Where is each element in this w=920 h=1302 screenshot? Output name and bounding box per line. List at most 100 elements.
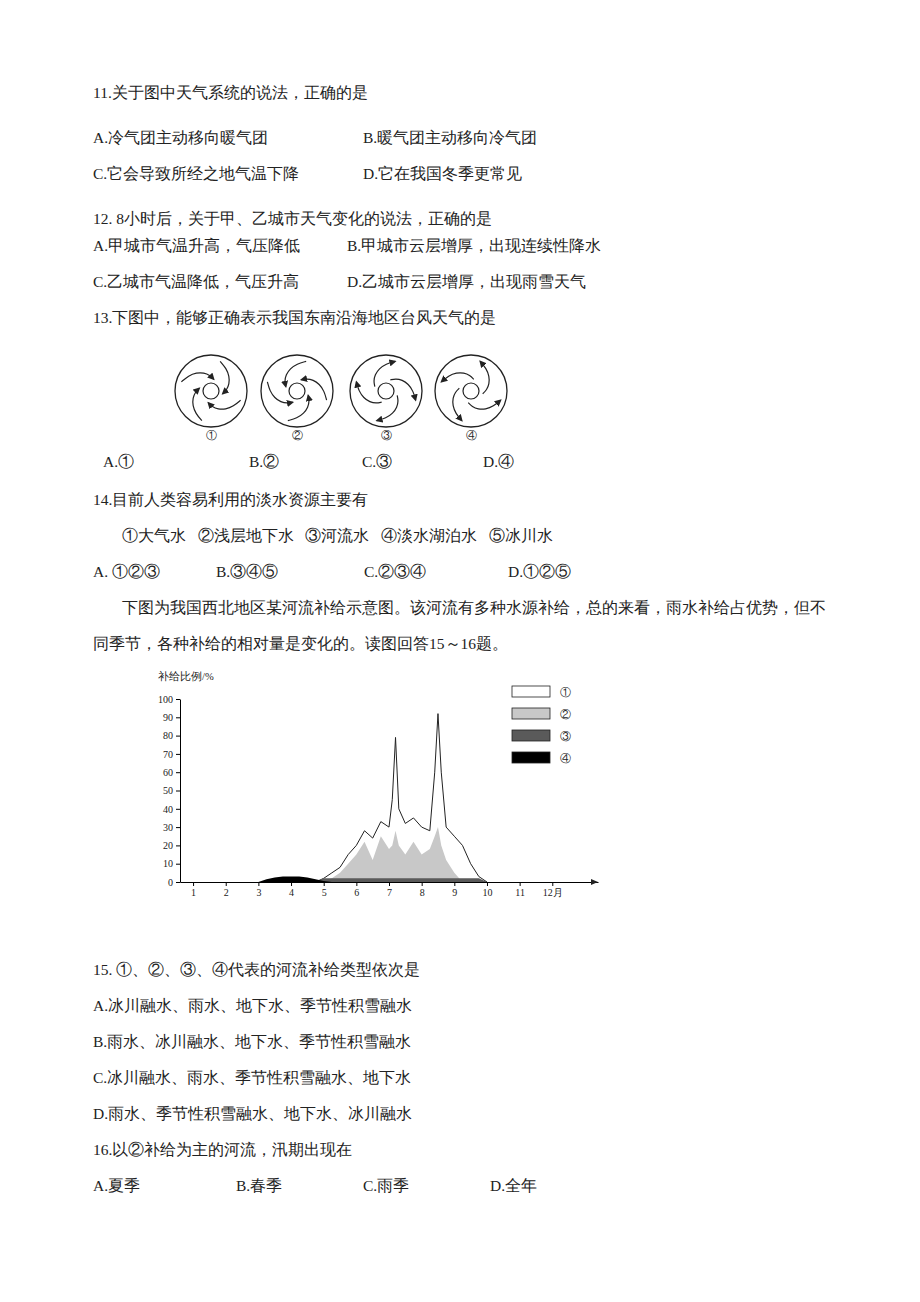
legend-label: ③ (560, 730, 571, 742)
question-stem: 16.以②补给为主的河流，汛期出现在 (93, 1141, 352, 1158)
question-option: D.乙城市云层增厚，出现雨雪天气 (347, 273, 586, 290)
tick-mark (176, 864, 180, 865)
tick-label: 6 (354, 887, 359, 898)
outer-circle (350, 355, 422, 427)
series-area (316, 714, 487, 882)
legend-swatch (512, 686, 550, 697)
tick-label: 5 (322, 887, 327, 898)
tick: 2 (224, 882, 229, 898)
question-option: B.② (249, 453, 279, 470)
tick: 30 (163, 822, 180, 833)
question-option: A.冷气团主动移向暖气团 (93, 129, 268, 146)
tick: 50 (163, 785, 180, 796)
tick-label: 7 (387, 887, 392, 898)
passage-line: 同季节，各种补给的相对量是变化的。读图回答15～16题。 (93, 635, 508, 652)
tick-label: 10 (482, 887, 492, 898)
question-option: C.②③④ (364, 563, 426, 580)
tick-label: 70 (163, 749, 173, 760)
question-option: C.冰川融水、雨水、季节性积雪融水、地下水 (93, 1069, 411, 1086)
outer-circle (261, 355, 333, 427)
tick-label: 100 (158, 694, 173, 705)
outer-circle (435, 355, 507, 427)
question-option: D.④ (483, 453, 514, 470)
question-option: D.雨水、季节性积雪融水、地下水、冰川融水 (93, 1105, 412, 1122)
tick: 20 (163, 840, 180, 851)
tick-mark (176, 827, 180, 828)
tick: 40 (163, 804, 180, 815)
tick-label: 20 (163, 840, 173, 851)
tick-mark (389, 882, 390, 886)
axis-line (180, 700, 181, 883)
tick-mark (422, 882, 423, 886)
tick-mark (487, 882, 488, 886)
question-option: A.夏季 (93, 1177, 140, 1194)
question-option: A.甲城市气温升高，气压降低 (93, 237, 300, 254)
legend-swatch (512, 708, 550, 719)
series-area (316, 878, 487, 882)
cyclone-diagram (175, 355, 247, 427)
tick-mark (226, 882, 227, 886)
passage-line: 下图为我国西北地区某河流补给示意图。该河流有多种水源补给，总的来看，雨水补给占优… (122, 599, 826, 616)
question-option: B.甲城市云层增厚，出现连续性降水 (347, 237, 601, 254)
wind-arrow (468, 400, 500, 409)
question-option: D.①②⑤ (508, 563, 571, 580)
inner-circle (203, 383, 219, 399)
tick: 0 (168, 877, 180, 888)
wind-arrow (390, 379, 415, 400)
tick: 60 (163, 767, 180, 778)
wind-arrow (208, 400, 240, 409)
cyclone-diagram (350, 355, 422, 427)
tick-mark (356, 882, 357, 886)
wind-arrow (288, 395, 309, 420)
tick-label: 80 (163, 730, 173, 741)
tick-label: 12月 (543, 887, 563, 898)
tick-mark (176, 809, 180, 810)
tick-label: 9 (452, 887, 457, 898)
diagram-label: ④ (466, 429, 477, 441)
wind-arrow (374, 361, 395, 386)
tick: 10 (482, 882, 492, 898)
tick-mark (176, 717, 180, 718)
tick-mark (176, 845, 180, 846)
legend-label: ② (560, 708, 571, 720)
wind-arrow (356, 382, 381, 403)
question-option: A.① (103, 453, 134, 470)
tick-label: 40 (163, 804, 173, 815)
question-stem: 13.下图中，能够正确表示我国东南沿海地区台风天气的是 (93, 309, 496, 326)
legend-swatch (512, 730, 550, 741)
tick-label: 10 (163, 858, 173, 869)
wind-arrow (220, 361, 229, 393)
tick: 4 (289, 882, 294, 898)
tick: 12月 (543, 882, 563, 898)
y-axis: 0 10 20 30 40 50 60 70 80 90 100 (158, 694, 181, 888)
tick: 10 (163, 858, 180, 869)
question-option: C.雨季 (363, 1177, 409, 1194)
tick-mark (258, 882, 259, 886)
tick-mark (176, 882, 180, 883)
tick: 5 (322, 882, 327, 898)
question-option: A. ①②③ (93, 563, 160, 580)
tick-mark (176, 754, 180, 755)
tick-label: 11 (515, 887, 525, 898)
axis-arrow (591, 879, 598, 885)
series-area (324, 827, 463, 882)
question-stem: 14.目前人类容易利用的淡水资源主要有 (93, 491, 368, 508)
tick-mark (552, 882, 553, 886)
tick: 3 (256, 882, 261, 898)
question-option: D.全年 (490, 1177, 537, 1194)
question-option: C.③ (362, 453, 392, 470)
tick-label: 30 (163, 822, 173, 833)
cyclone-diagram (261, 355, 333, 427)
tick: 70 (163, 749, 180, 760)
wind-arrow (301, 379, 326, 400)
question-items: ①大气水 ②浅层地下水 ③河流水 ④淡水湖泊水 ⑤冰川水 (122, 527, 553, 544)
legend-label: ④ (560, 752, 571, 764)
x-axis: 123456789101112月 (181, 882, 599, 898)
question-option: A.冰川融水、雨水、地下水、季节性积雪融水 (93, 997, 412, 1014)
tick: 90 (163, 712, 180, 723)
tick-mark (454, 882, 455, 886)
tick-mark (176, 772, 180, 773)
diagram-label: ③ (381, 429, 392, 441)
tick-label: 3 (256, 887, 261, 898)
chart: 0102030405060708090100123456789101112月补给… (158, 670, 599, 898)
